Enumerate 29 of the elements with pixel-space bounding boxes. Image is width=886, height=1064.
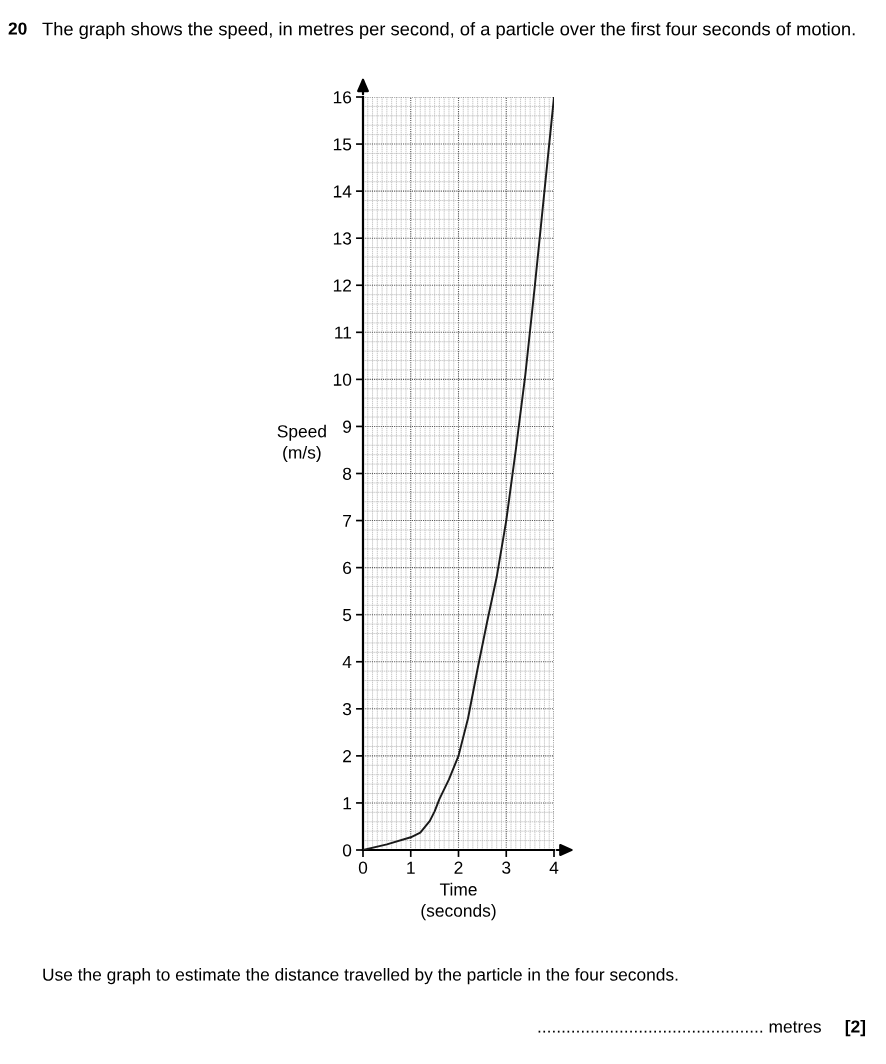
text: [2]	[845, 1020, 866, 1037]
y-tick-label: 11	[335, 326, 352, 339]
text: ............................................... metres	[538, 1021, 821, 1033]
chart-title: The graph shows the speed, in metres per second, of a particle over the first four seconds of motion.	[42, 22, 855, 40]
y-tick-label: 12	[333, 279, 352, 292]
y-tick-label: 4	[342, 656, 352, 669]
y-tick-label: 7	[343, 514, 352, 527]
y-tick-label: 6	[343, 561, 352, 575]
y-tick-label: 9	[343, 420, 352, 433]
y-tick-label: 10	[333, 373, 352, 386]
y-axis-title: Speed (m/s)	[277, 424, 326, 463]
y-tick-label: 15	[333, 138, 352, 151]
y-tick-label: 0	[342, 844, 352, 857]
y-tick-label: 3	[342, 702, 352, 716]
x-tick-label: 3	[502, 861, 511, 874]
y-tick-label: 13	[333, 232, 352, 245]
y-tick-label: 16	[333, 91, 352, 104]
x-tick-label: 4	[549, 861, 559, 874]
x-tick-label: 2	[454, 861, 463, 874]
y-tick-label: 1	[343, 797, 352, 810]
text: 20	[8, 22, 27, 35]
x-tick-label: 1	[407, 861, 415, 874]
x-tick-label: 0	[358, 861, 368, 874]
y-tick-label: 5	[342, 609, 352, 622]
text: Use the graph to estimate the distance travelled by the particle in the four seconds.	[43, 968, 678, 985]
y-tick-label: 14	[333, 185, 352, 198]
x-axis-title: Time (seconds)	[421, 882, 496, 921]
y-tick-label: 2	[343, 750, 352, 763]
y-tick-label: 8	[342, 467, 352, 480]
